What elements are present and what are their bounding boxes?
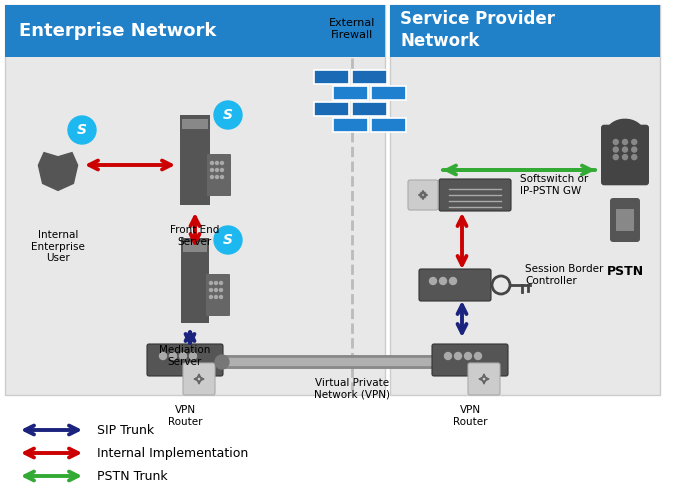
FancyBboxPatch shape (181, 238, 209, 322)
Text: Enterprise Network: Enterprise Network (19, 22, 216, 40)
FancyBboxPatch shape (5, 5, 385, 57)
Text: S: S (223, 233, 233, 247)
Circle shape (450, 278, 457, 284)
Circle shape (444, 352, 452, 360)
FancyBboxPatch shape (180, 115, 210, 205)
Circle shape (215, 282, 218, 284)
Polygon shape (606, 120, 644, 134)
Text: PSTN Trunk: PSTN Trunk (97, 470, 168, 482)
Circle shape (211, 162, 213, 164)
FancyBboxPatch shape (408, 180, 438, 210)
Circle shape (170, 352, 177, 360)
Circle shape (430, 278, 437, 284)
Circle shape (220, 296, 222, 298)
Text: SIP Trunk: SIP Trunk (97, 424, 154, 436)
FancyBboxPatch shape (314, 70, 349, 84)
Circle shape (439, 278, 446, 284)
Circle shape (216, 176, 218, 178)
Text: Front End
Server: Front End Server (170, 225, 220, 246)
Circle shape (211, 176, 213, 178)
FancyBboxPatch shape (352, 102, 387, 116)
Circle shape (47, 164, 69, 186)
Text: Virtual Private
Network (VPN): Virtual Private Network (VPN) (314, 378, 390, 400)
Text: Network: Network (400, 32, 480, 50)
Text: Mediation
Server: Mediation Server (159, 345, 211, 366)
Circle shape (475, 352, 482, 360)
FancyBboxPatch shape (419, 269, 491, 301)
Circle shape (464, 352, 471, 360)
Circle shape (68, 116, 96, 144)
FancyBboxPatch shape (390, 5, 660, 395)
FancyBboxPatch shape (371, 86, 406, 100)
Circle shape (220, 176, 224, 178)
FancyBboxPatch shape (352, 70, 387, 84)
Text: VPN
Router: VPN Router (168, 405, 202, 426)
FancyBboxPatch shape (183, 363, 215, 395)
FancyBboxPatch shape (333, 86, 368, 100)
Circle shape (216, 162, 218, 164)
Circle shape (179, 352, 186, 360)
Circle shape (189, 352, 197, 360)
Circle shape (211, 168, 213, 172)
Circle shape (159, 352, 166, 360)
Text: S: S (77, 123, 87, 137)
FancyBboxPatch shape (207, 154, 231, 196)
Text: Internal Implementation: Internal Implementation (97, 446, 248, 460)
Circle shape (632, 140, 637, 144)
Text: VPN
Router: VPN Router (453, 405, 487, 426)
FancyBboxPatch shape (147, 344, 223, 376)
Circle shape (622, 147, 628, 152)
FancyBboxPatch shape (439, 179, 511, 211)
Circle shape (220, 282, 222, 284)
FancyBboxPatch shape (610, 198, 640, 242)
Circle shape (455, 352, 462, 360)
Text: Softswitch or
IP-PSTN GW: Softswitch or IP-PSTN GW (520, 174, 588, 196)
Circle shape (214, 101, 242, 129)
Circle shape (214, 226, 242, 254)
FancyBboxPatch shape (182, 119, 208, 129)
Circle shape (220, 168, 224, 172)
FancyBboxPatch shape (333, 118, 368, 132)
Circle shape (220, 288, 222, 292)
Text: External
Firewall: External Firewall (328, 18, 375, 40)
Circle shape (209, 296, 213, 298)
Text: PSTN: PSTN (606, 265, 644, 278)
FancyBboxPatch shape (432, 344, 508, 376)
Text: Session Border
Controller: Session Border Controller (525, 264, 604, 286)
FancyBboxPatch shape (206, 274, 230, 316)
FancyBboxPatch shape (390, 5, 660, 57)
FancyBboxPatch shape (616, 209, 634, 231)
Circle shape (622, 140, 628, 144)
Circle shape (613, 147, 618, 152)
FancyBboxPatch shape (314, 102, 349, 116)
FancyBboxPatch shape (183, 242, 207, 252)
Circle shape (209, 282, 213, 284)
Circle shape (215, 355, 229, 369)
Circle shape (209, 288, 213, 292)
FancyBboxPatch shape (601, 124, 649, 186)
Polygon shape (38, 152, 78, 190)
Circle shape (220, 162, 224, 164)
FancyBboxPatch shape (468, 363, 500, 395)
Circle shape (215, 288, 218, 292)
FancyBboxPatch shape (371, 118, 406, 132)
Text: S: S (223, 108, 233, 122)
Circle shape (613, 154, 618, 160)
Circle shape (216, 168, 218, 172)
FancyBboxPatch shape (5, 5, 385, 395)
Text: Internal
Enterprise
User: Internal Enterprise User (31, 230, 85, 263)
Circle shape (632, 147, 637, 152)
Circle shape (215, 296, 218, 298)
Circle shape (632, 154, 637, 160)
Circle shape (622, 154, 628, 160)
Circle shape (613, 140, 618, 144)
Text: Service Provider: Service Provider (400, 10, 555, 28)
